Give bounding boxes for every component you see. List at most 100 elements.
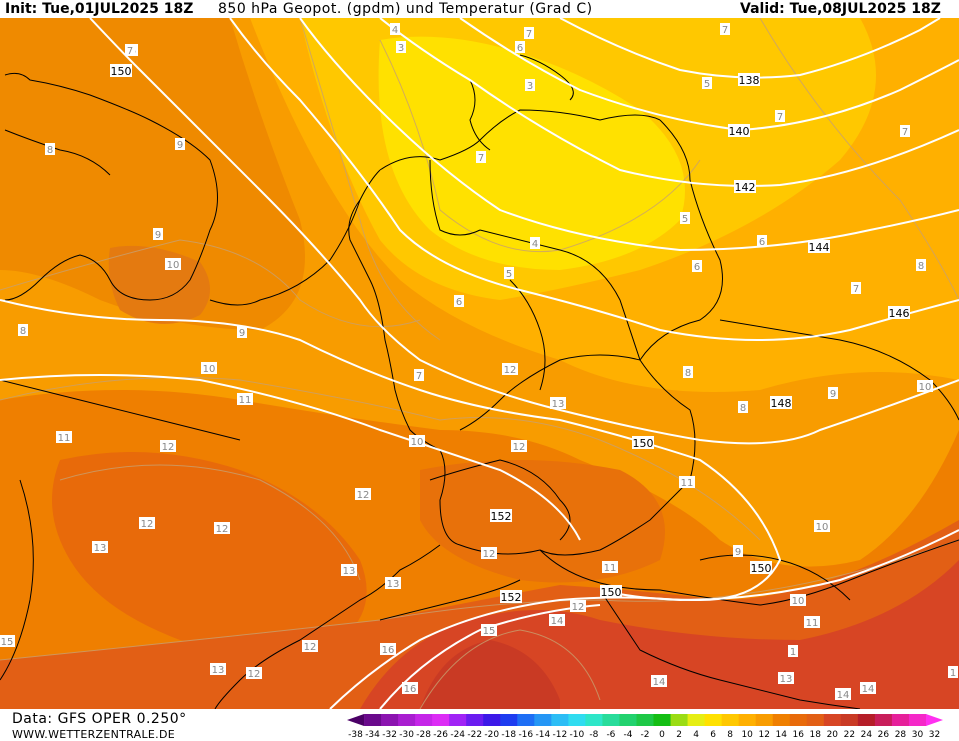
svg-text:144: 144 (809, 241, 830, 254)
colorbar-swatch (704, 714, 723, 726)
colorbar-swatch (551, 714, 569, 726)
colorbar-swatch (789, 714, 808, 726)
temperature-value: 16 (404, 684, 417, 695)
temperature-label: 5 (680, 212, 690, 225)
temperature-label: 9 (175, 138, 185, 151)
svg-text:150: 150 (111, 65, 132, 78)
temperature-label: 8 (738, 401, 748, 414)
svg-text:150: 150 (751, 562, 772, 575)
temperature-label: 11 (679, 476, 695, 489)
colorbar-max-arrow (925, 714, 943, 726)
colorbar-tick-label: -10 (570, 730, 585, 739)
temperature-value: 12 (216, 524, 229, 535)
temperature-label: 10 (790, 594, 806, 607)
svg-text:148: 148 (771, 397, 792, 410)
colorbar-swatch (381, 714, 399, 726)
svg-text:146: 146 (889, 307, 910, 320)
temperature-value: 11 (239, 395, 252, 406)
temperature-label: 12 (511, 440, 527, 453)
temperature-value: 6 (694, 262, 700, 273)
temperature-label: 12 (302, 640, 318, 653)
colorbar-tick-label: 20 (827, 730, 839, 739)
temperature-value: 9 (239, 328, 245, 339)
colorbar-tick-label: 10 (741, 730, 753, 739)
colorbar-swatch (891, 714, 910, 726)
temperature-value: 6 (759, 237, 765, 248)
colorbar-swatch (415, 714, 433, 726)
website: WWW.WETTERZENTRALE.DE (12, 728, 175, 741)
temperature-label: 12 (246, 667, 262, 680)
temperature-value: 13 (552, 399, 565, 410)
temperature-label: 7 (851, 282, 861, 295)
temperature-value: 5 (682, 214, 688, 225)
colorbar-swatch (619, 714, 637, 726)
colorbar-tick-label: -26 (433, 730, 448, 739)
temperature-label: 7 (476, 151, 486, 164)
temperature-value: 12 (357, 490, 370, 501)
isohypse-labels: 150 138 140 142 144 146 148 150 152 152 … (110, 64, 910, 604)
temperature-label: 11 (56, 431, 72, 444)
temperature-value: 7 (127, 46, 133, 57)
temperature-value: 9 (177, 140, 183, 151)
colorbar-tick-label: 0 (659, 730, 665, 739)
temperature-label: 13 (778, 672, 794, 685)
temperature-label: 10 (814, 520, 830, 533)
temperature-label: 13 (210, 663, 226, 676)
colorbar-swatch (755, 714, 774, 726)
colorbar-swatch (585, 714, 603, 726)
isohypse-label: 146 (888, 306, 910, 320)
colorbar-tick-label: 16 (793, 730, 805, 739)
svg-text:138: 138 (739, 74, 760, 87)
temperature-label: 9 (828, 387, 838, 400)
temperature-label: 9 (733, 545, 743, 558)
temperature-value: 11 (58, 433, 71, 444)
svg-text:142: 142 (735, 181, 756, 194)
temperature-label: 14 (651, 675, 667, 688)
isohypse-label: 152 (490, 509, 512, 523)
temperature-value: 7 (526, 29, 532, 40)
colorbar-tick-label: 14 (776, 730, 788, 739)
temperature-label: 7 (900, 125, 910, 138)
isohypse-label: 138 (738, 73, 760, 87)
svg-text:150: 150 (633, 437, 654, 450)
colorbar-swatch (602, 714, 620, 726)
temperature-value: 11 (681, 478, 694, 489)
temperature-value: 11 (806, 618, 819, 629)
temperature-value: 9 (830, 389, 836, 400)
colorbar-tick-label: 4 (693, 730, 699, 739)
colorbar-tick-label: 28 (895, 730, 907, 739)
temperature-label: 5 (702, 77, 712, 90)
temperature-label: 10 (201, 362, 217, 375)
temperature-value: 9 (735, 547, 741, 558)
temperature-label: 7 (720, 23, 730, 36)
svg-text:152: 152 (501, 591, 522, 604)
temperature-value: 10 (919, 382, 932, 393)
temperature-label: 12 (481, 547, 497, 560)
temperature-label: 5 (504, 267, 514, 280)
isohypse-label: 140 (728, 124, 750, 138)
temperature-label: 11 (602, 561, 618, 574)
temperature-label: 12 (355, 488, 371, 501)
temperature-label: 6 (757, 235, 767, 248)
temperature-label: 13 (550, 397, 566, 410)
temperature-value: 3 (527, 81, 533, 92)
isotherms (0, 18, 959, 709)
temperature-value: 10 (792, 596, 805, 607)
colorbar-tick-label: 26 (878, 730, 890, 739)
temperature-value: 8 (20, 326, 26, 337)
colorbar-swatch (517, 714, 535, 726)
temperature-label: 3 (525, 79, 535, 92)
map-title: 850 hPa Geopot. (gpdm) und Temperatur (G… (218, 1, 593, 17)
colorbar-swatch (874, 714, 893, 726)
temperature-label: 8 (683, 366, 693, 379)
colorbar-tick-label: -4 (623, 730, 632, 739)
colorbar-swatch (432, 714, 450, 726)
temperature-value: 16 (382, 645, 395, 656)
temperature-label: 7 (524, 27, 534, 40)
colorbar-tick-label: -2 (641, 730, 650, 739)
temperature-label: 1 (788, 645, 798, 658)
temperature-value: 14 (862, 684, 875, 695)
colorbar-min-arrow (347, 714, 365, 726)
colorbar-swatch (687, 714, 706, 726)
temperature-label: 15 (481, 624, 497, 637)
